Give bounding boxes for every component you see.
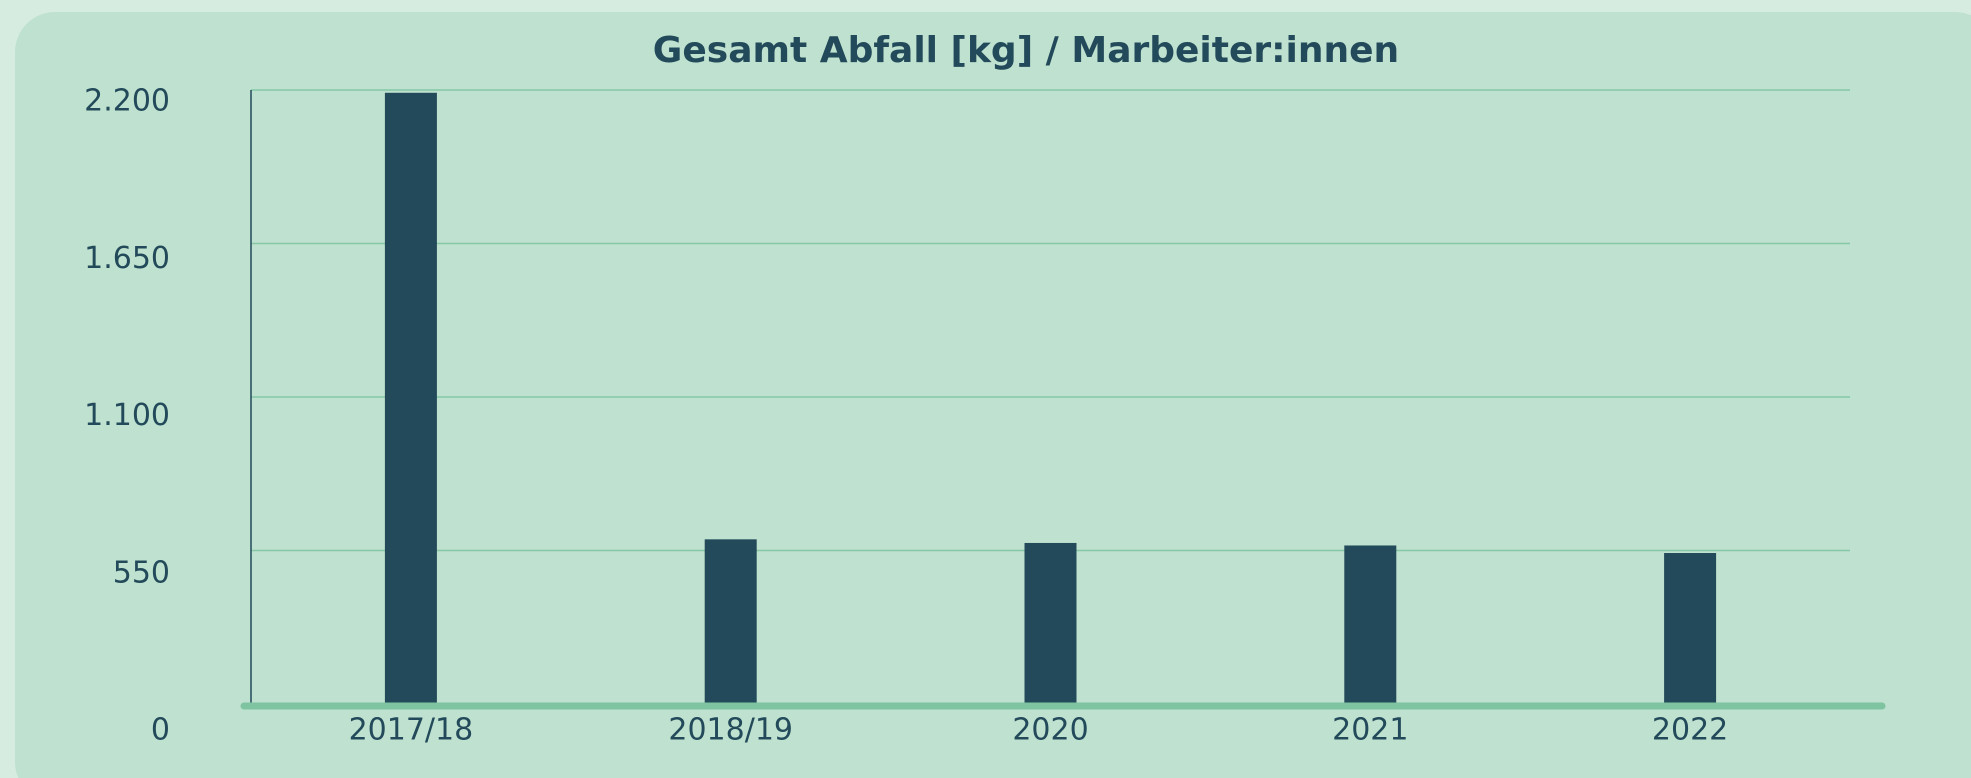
x-tick-label: 2022 [1652,713,1728,748]
card [15,12,1971,778]
y-tick-label: 550 [113,555,170,590]
x-tick-label: 2017/18 [349,713,474,748]
y-tick-label: 2.200 [84,84,170,119]
x-tick-label: 2020 [1012,713,1088,748]
x-tick-label: 2021 [1332,713,1408,748]
bar [1664,553,1717,704]
bar [384,92,437,705]
y-tick-label: 1.650 [84,241,170,276]
chart-title: Gesamt Abfall [kg] / Marbeiter:innen [653,30,1399,71]
y-tick-label: 0 [151,713,170,748]
bar [1024,542,1077,704]
bar [704,539,757,704]
y-tick-label: 1.100 [84,398,170,433]
x-tick-label: 2018/19 [668,713,793,748]
bar [1344,545,1397,704]
